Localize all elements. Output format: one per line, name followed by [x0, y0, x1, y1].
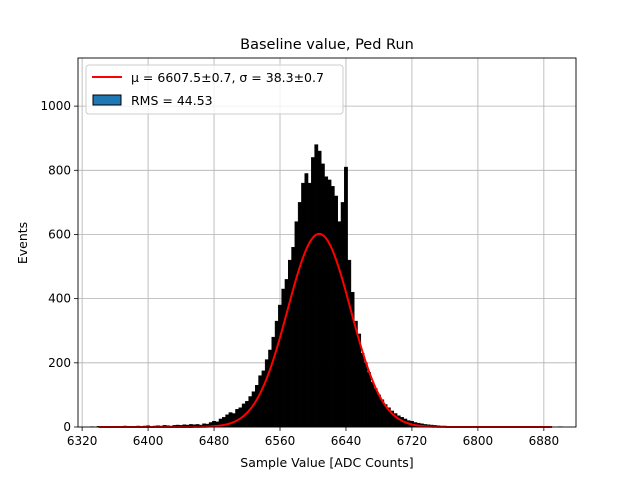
legend: μ = 6607.5±0.7, σ = 38.3±0.7 RMS = 44.53 [86, 65, 343, 114]
x-tick-label: 6640 [331, 434, 362, 448]
histogram-bar [255, 385, 258, 427]
y-tick-label: 800 [48, 163, 71, 177]
histogram-bar [377, 395, 380, 427]
x-tick-label: 6880 [529, 434, 560, 448]
y-tick-label: 1000 [40, 99, 71, 113]
y-tick-label: 400 [48, 292, 71, 306]
legend-rms-label: RMS = 44.53 [131, 93, 213, 108]
legend-rms-swatch [93, 95, 121, 105]
histogram-bar [282, 289, 285, 427]
chart-title: Baseline value, Ped Run [240, 37, 414, 53]
histogram-bar [305, 174, 308, 427]
histogram-bar [315, 145, 318, 427]
histogram-bar [235, 409, 238, 427]
histogram-bar [311, 157, 314, 427]
histogram-bar [367, 372, 370, 427]
histogram-bar [328, 180, 331, 427]
histogram-bar [285, 279, 288, 427]
histogram-bar [229, 413, 232, 427]
histogram-bar [301, 183, 304, 427]
histogram-bar [298, 202, 301, 427]
histogram-bar [361, 353, 364, 427]
histogram-bar [348, 260, 351, 427]
y-tick-label: 0 [63, 420, 71, 434]
histogram-bar [265, 360, 268, 427]
x-tick-label: 6480 [199, 434, 230, 448]
histogram-bar [295, 222, 298, 427]
histogram-bar [325, 177, 328, 427]
y-axis-label: Events [15, 222, 30, 264]
histogram-bar [374, 388, 377, 427]
histogram-bar [252, 392, 255, 427]
x-tick-label: 6560 [265, 434, 296, 448]
x-tick-label: 6720 [397, 434, 428, 448]
histogram-bar [272, 337, 275, 427]
histogram-bar [334, 196, 337, 427]
histogram-bar [308, 183, 311, 427]
legend-fit-label: μ = 6607.5±0.7, σ = 38.3±0.7 [131, 70, 324, 85]
histogram-bar [338, 222, 341, 427]
histogram-bar [232, 414, 235, 427]
x-tick-label: 6320 [67, 434, 98, 448]
histogram-bar [278, 305, 281, 427]
histogram-bar [331, 186, 334, 427]
histogram-bar [321, 164, 324, 427]
histogram-bar [364, 363, 367, 427]
x-tick-label: 6400 [133, 434, 164, 448]
histogram-bar [354, 321, 357, 427]
x-axis-label: Sample Value [ADC Counts] [240, 455, 413, 470]
histogram-bar [358, 334, 361, 427]
histogram-bar [268, 350, 271, 427]
histogram-bar [341, 202, 344, 427]
histogram-bar [292, 247, 295, 427]
y-tick-label: 600 [48, 227, 71, 241]
histogram-bar [288, 260, 291, 427]
histogram-bar [371, 382, 374, 427]
histogram-bar [259, 376, 262, 427]
x-tick-label: 6800 [463, 434, 494, 448]
y-tick-label: 200 [48, 356, 71, 370]
histogram-bar [318, 151, 321, 427]
histogram-bar [262, 371, 265, 427]
histogram-bar [275, 321, 278, 427]
